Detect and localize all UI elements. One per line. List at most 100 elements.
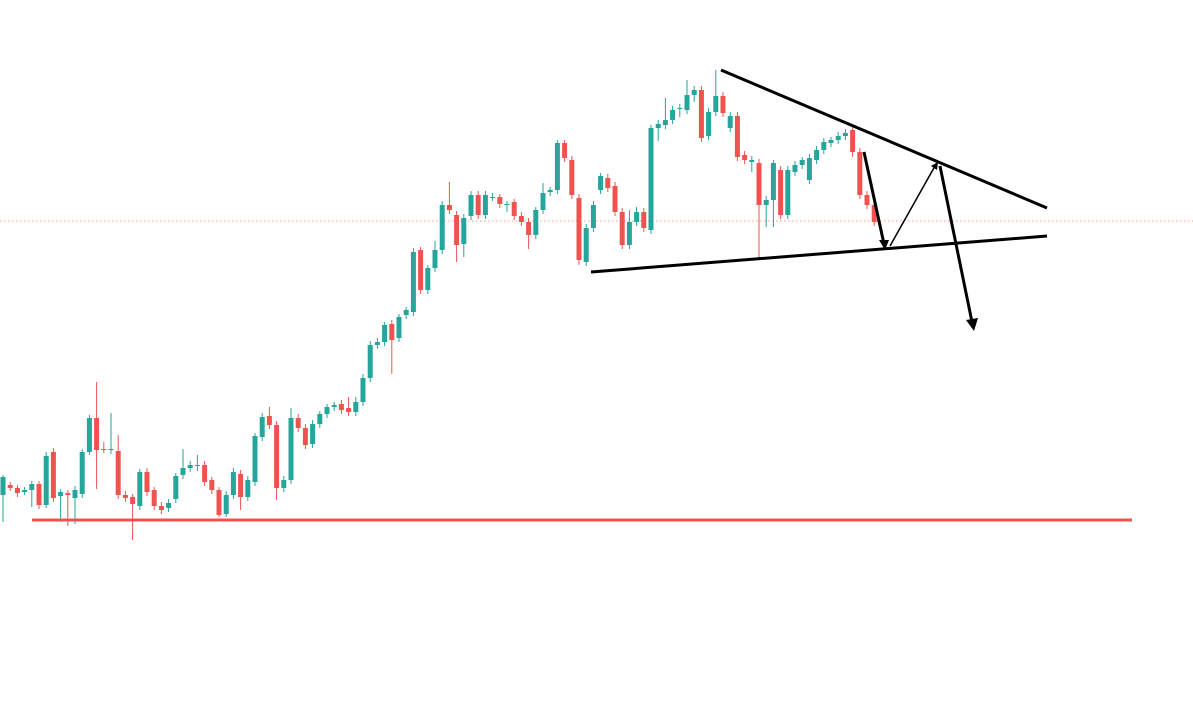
candle-body [518, 216, 524, 222]
candle-body [288, 418, 294, 480]
candle-body [230, 472, 236, 495]
candle-body [698, 90, 704, 138]
trend-line-lower [590, 234, 1048, 274]
candle-body [0, 477, 6, 495]
candle-body [94, 418, 100, 450]
candle-body [14, 488, 20, 493]
candle-body [310, 424, 316, 444]
candle-body [828, 140, 834, 143]
candle-body [778, 170, 784, 215]
arrow-down-2 [938, 165, 974, 323]
candle-body [770, 163, 776, 200]
candle-body [446, 205, 452, 210]
candle-body [410, 252, 416, 312]
candle-body [274, 425, 280, 488]
arrow-up [889, 165, 936, 247]
candle-body [677, 108, 683, 109]
candle-body [29, 484, 35, 490]
candle-body [238, 474, 244, 497]
candle-body [50, 452, 56, 498]
candle-body [331, 405, 337, 407]
candle-body [504, 204, 510, 205]
candle-body [382, 325, 388, 342]
candle-body [533, 210, 539, 235]
candle-body [662, 120, 668, 125]
candle-body [835, 136, 841, 140]
candle-body [814, 150, 820, 160]
candle-body [58, 492, 64, 496]
arrow-head [879, 240, 889, 250]
candle-body [425, 268, 431, 290]
candle-body [144, 472, 150, 492]
candle-body [648, 128, 654, 230]
candle-body [785, 170, 791, 215]
candle-body [670, 110, 676, 120]
candle-body [547, 190, 553, 192]
candle-body [590, 205, 596, 228]
candle-body [130, 497, 136, 504]
candle-body [540, 193, 546, 210]
candle-body [468, 195, 474, 216]
candle-body [223, 495, 229, 514]
candle-body [806, 158, 812, 180]
candle-body [403, 310, 409, 315]
candle-body [86, 418, 92, 452]
candle-body [763, 200, 769, 205]
candle-body [439, 205, 445, 250]
arrow-down-1 [862, 151, 886, 245]
candle-body [720, 96, 726, 113]
candle-body [79, 452, 85, 494]
candle-body [396, 317, 402, 338]
candle-body [576, 198, 582, 260]
candle-body [706, 112, 712, 136]
candle-body [295, 418, 301, 428]
candle-body [497, 197, 503, 204]
candle-body [302, 428, 308, 445]
candle-body [605, 178, 611, 188]
candle-body [792, 165, 798, 172]
candle-body [727, 116, 733, 128]
candle-body [245, 480, 251, 497]
candle-body [389, 324, 395, 340]
candle-body [202, 465, 208, 482]
arrow-head [966, 318, 978, 331]
candle-body [115, 451, 121, 495]
candle-body [871, 205, 877, 222]
candle-body [338, 404, 344, 410]
candle-body [65, 493, 71, 495]
candle-body [317, 414, 323, 424]
candle-body [252, 436, 258, 482]
candle-body [634, 212, 640, 222]
candle-body [367, 345, 373, 378]
candle-body [598, 176, 604, 190]
candle-body [158, 506, 164, 510]
candle-body [734, 116, 740, 157]
candle-body [626, 222, 632, 245]
candle-body [821, 142, 827, 150]
candle-body [36, 484, 42, 505]
candle-body [569, 160, 575, 195]
candle-body [799, 160, 805, 165]
candle-body [864, 195, 870, 205]
candle-body [374, 342, 380, 345]
candle-body [108, 449, 114, 450]
arrow-head [931, 162, 938, 170]
candle-body [691, 90, 697, 95]
candle-body [43, 456, 49, 505]
candle-body [173, 476, 179, 499]
candle-body [360, 378, 366, 402]
candle-body [266, 416, 272, 425]
candle-body [850, 130, 856, 152]
candle-body [490, 197, 496, 198]
candle-body [713, 96, 719, 112]
candle-body [612, 186, 618, 212]
candle-body [583, 228, 589, 262]
candle-body [151, 490, 157, 506]
candle-body [857, 152, 863, 195]
candle-body [353, 402, 359, 412]
candle-body [454, 215, 460, 245]
candle-body [619, 212, 625, 245]
candle-body [72, 490, 78, 498]
